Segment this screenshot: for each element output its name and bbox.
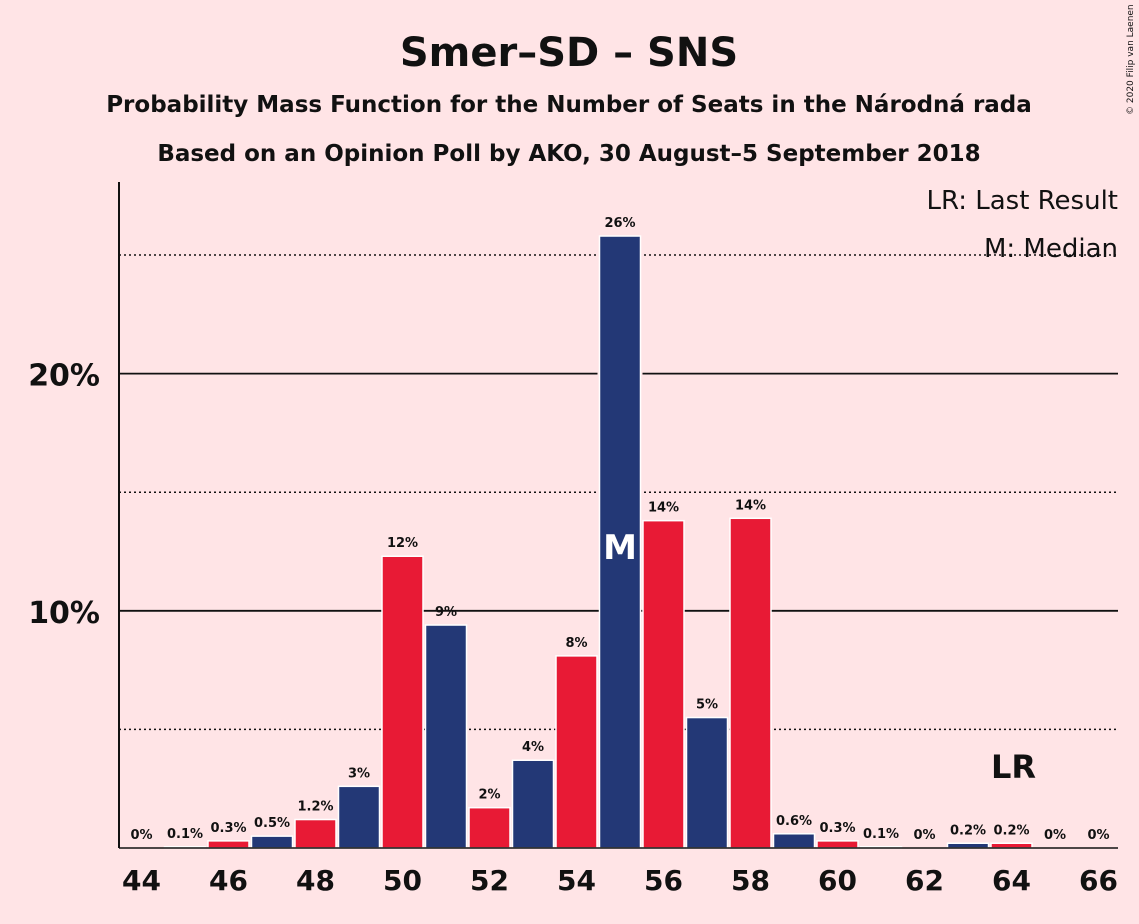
x-tick-label: 50 bbox=[383, 864, 422, 897]
data-label: 3% bbox=[348, 766, 370, 781]
data-label: 1.2% bbox=[297, 800, 333, 815]
data-label: 0.3% bbox=[819, 821, 855, 836]
x-axis-ticks: 44 46 48 50 52 54 56 58 60 62 64 66 bbox=[122, 864, 1118, 897]
x-tick-label: 56 bbox=[644, 864, 683, 897]
bar-seat-58 bbox=[729, 517, 772, 849]
bar-seat-54 bbox=[555, 655, 598, 849]
data-label: 0.5% bbox=[254, 816, 290, 831]
data-label: 14% bbox=[648, 501, 679, 516]
x-tick-label: 60 bbox=[818, 864, 857, 897]
legend-last-result: LR: Last Result bbox=[926, 186, 1118, 216]
copyright-text: © 2020 Filip van Laenen bbox=[1126, 4, 1136, 115]
data-label: 0.1% bbox=[167, 827, 203, 842]
y-axis-ticks: 10% 20% bbox=[28, 359, 100, 631]
data-label: 0.2% bbox=[993, 823, 1029, 838]
x-tick-label: 52 bbox=[470, 864, 509, 897]
bar-seat-53 bbox=[511, 759, 555, 849]
data-label: 0.3% bbox=[210, 821, 246, 836]
x-tick-label: 64 bbox=[992, 864, 1031, 897]
bar-seat-47 bbox=[250, 835, 294, 849]
bars bbox=[163, 235, 1033, 849]
bar-seat-46 bbox=[207, 840, 250, 849]
x-tick-label: 48 bbox=[296, 864, 335, 897]
bar-seat-50 bbox=[381, 555, 424, 849]
data-label: 2% bbox=[478, 788, 500, 803]
data-label: 0% bbox=[913, 828, 935, 843]
median-marker: M bbox=[603, 528, 637, 568]
data-label: 0.6% bbox=[776, 814, 812, 829]
x-tick-label: 58 bbox=[731, 864, 770, 897]
data-label: 8% bbox=[565, 636, 587, 651]
x-tick-label: 62 bbox=[905, 864, 944, 897]
x-tick-label: 44 bbox=[122, 864, 161, 897]
bar-seat-60 bbox=[816, 840, 859, 849]
bar-seat-55 bbox=[598, 235, 642, 849]
bar-seat-57 bbox=[685, 716, 729, 849]
chart-subtitle-1: Probability Mass Function for the Number… bbox=[106, 92, 1032, 118]
data-label: 0.2% bbox=[950, 823, 986, 838]
data-labels: 0% 0.1% 0.3% 0.5% 1.2% 3% 12% 9% 2% 4% 8% 26% 14% 5% 1… bbox=[130, 216, 1109, 843]
x-tick-label: 46 bbox=[209, 864, 248, 897]
x-tick-label: 66 bbox=[1079, 864, 1118, 897]
bar-seat-52 bbox=[468, 806, 511, 849]
x-tick-label: 54 bbox=[557, 864, 596, 897]
data-label: 26% bbox=[604, 216, 635, 231]
y-tick-label: 20% bbox=[28, 359, 100, 394]
last-result-marker: LR bbox=[991, 748, 1036, 786]
data-label: 9% bbox=[435, 605, 457, 620]
data-label: 0.1% bbox=[863, 827, 899, 842]
bar-seat-48 bbox=[294, 818, 337, 849]
data-label: 5% bbox=[696, 698, 718, 713]
bar-seat-59 bbox=[772, 833, 816, 849]
bar-seat-49 bbox=[337, 785, 381, 849]
data-label: 0% bbox=[1087, 828, 1109, 843]
data-label: 4% bbox=[522, 740, 544, 755]
chart-title: Smer–SD – SNS bbox=[400, 30, 738, 76]
data-label: 0% bbox=[1044, 828, 1066, 843]
bar-seat-51 bbox=[424, 624, 468, 849]
data-label: 12% bbox=[387, 536, 418, 551]
data-label: 0% bbox=[130, 828, 152, 843]
data-label: 14% bbox=[735, 498, 766, 513]
y-tick-label: 10% bbox=[28, 596, 100, 631]
legend-median: M: Median bbox=[984, 234, 1118, 264]
bar-seat-56 bbox=[642, 519, 685, 849]
chart-subtitle-2: Based on an Opinion Poll by AKO, 30 Augu… bbox=[157, 141, 980, 167]
